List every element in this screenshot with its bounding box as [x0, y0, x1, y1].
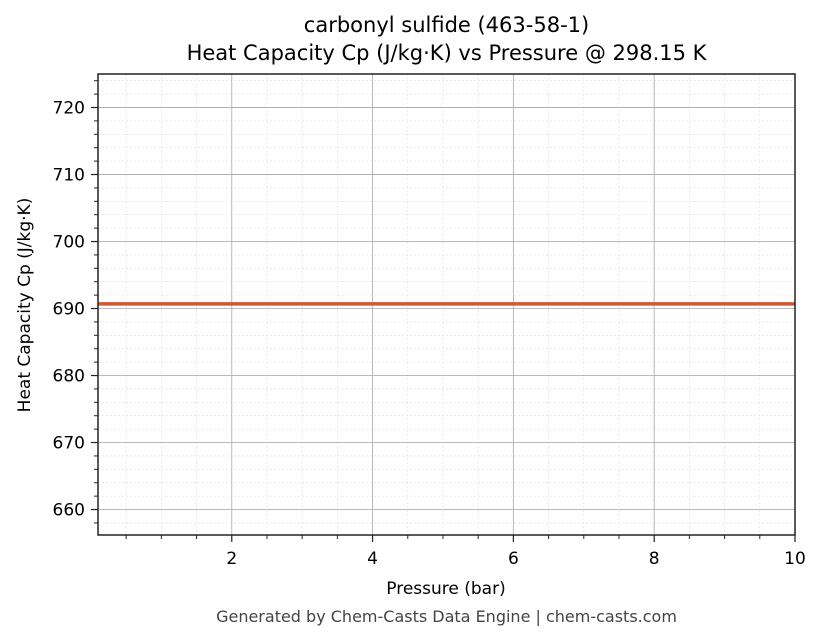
- x-tick-label: 8: [649, 549, 660, 569]
- y-tick-label: 680: [53, 367, 85, 387]
- y-tick-label: 690: [53, 300, 85, 320]
- x-tick-labels: 2 4 6 8 10: [226, 549, 805, 569]
- x-tick-label: 10: [784, 549, 806, 569]
- chart-title: carbonyl sulfide (463-58-1): [303, 13, 590, 37]
- y-tick-label: 720: [53, 99, 85, 119]
- y-tick-label: 700: [53, 233, 85, 253]
- chart-subtitle: Heat Capacity Cp (J/kg·K) vs Pressure @ …: [186, 41, 707, 65]
- x-tick-label: 6: [508, 549, 519, 569]
- minor-grid: [98, 74, 795, 535]
- y-axis-label: Heat Capacity Cp (J/kg·K): [15, 198, 35, 413]
- x-tick-label: 2: [226, 549, 237, 569]
- footer-credit: Generated by Chem-Casts Data Engine | ch…: [216, 607, 677, 626]
- plot-frame: [97, 73, 796, 536]
- x-tick-label: 4: [367, 549, 378, 569]
- y-tick-label: 670: [53, 434, 85, 454]
- y-tick-labels: 660 670 680 690 700 710 720: [53, 99, 85, 521]
- x-axis-label: Pressure (bar): [386, 579, 505, 599]
- axis-ticks: [91, 80, 796, 542]
- y-tick-label: 710: [53, 166, 85, 186]
- y-tick-label: 660: [53, 501, 85, 521]
